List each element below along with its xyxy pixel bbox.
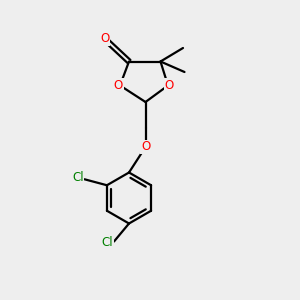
Text: O: O	[100, 32, 109, 46]
Text: Cl: Cl	[72, 171, 84, 184]
Text: Cl: Cl	[102, 236, 113, 250]
Text: O: O	[165, 79, 174, 92]
Text: O: O	[141, 140, 150, 154]
Text: O: O	[114, 79, 123, 92]
